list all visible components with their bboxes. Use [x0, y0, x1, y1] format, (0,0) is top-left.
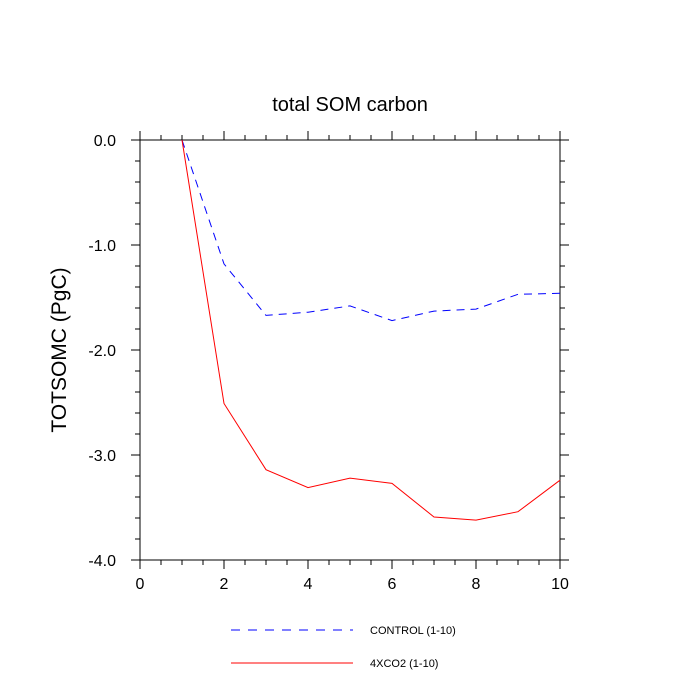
y-tick-label: -2.0 — [88, 343, 116, 360]
y-tick-label: -1.0 — [88, 238, 116, 255]
y-tick-label: -4.0 — [88, 553, 116, 570]
x-tick-label: 10 — [551, 576, 569, 593]
x-tick-label: 4 — [304, 576, 313, 593]
legend-label-1: CONTROL (1-10) — [370, 625, 456, 637]
y-axis-label: TOTSOMC (PgC) — [48, 267, 71, 432]
x-tick-label: 2 — [220, 576, 229, 593]
plot-frame — [139, 139, 561, 561]
series-layer — [181, 139, 561, 521]
x-tick-label: 8 — [472, 576, 481, 593]
chart-title: total SOM carbon — [272, 94, 428, 116]
series-line-2 — [181, 139, 561, 521]
y-tick-label: -3.0 — [88, 448, 116, 465]
x-tick-label: 0 — [136, 576, 145, 593]
legend-label-2: 4XCO2 (1-10) — [370, 658, 438, 670]
series-line-1 — [181, 139, 561, 322]
legend: CONTROL (1-10) 4XCO2 (1-10) — [231, 625, 456, 670]
axes: 0 2 4 6 8 10 0.0 -1.0 -2.0 -3.0 -4.0 — [88, 131, 569, 593]
x-tick-label: 6 — [388, 576, 397, 593]
y-tick-label: 0.0 — [94, 133, 116, 150]
